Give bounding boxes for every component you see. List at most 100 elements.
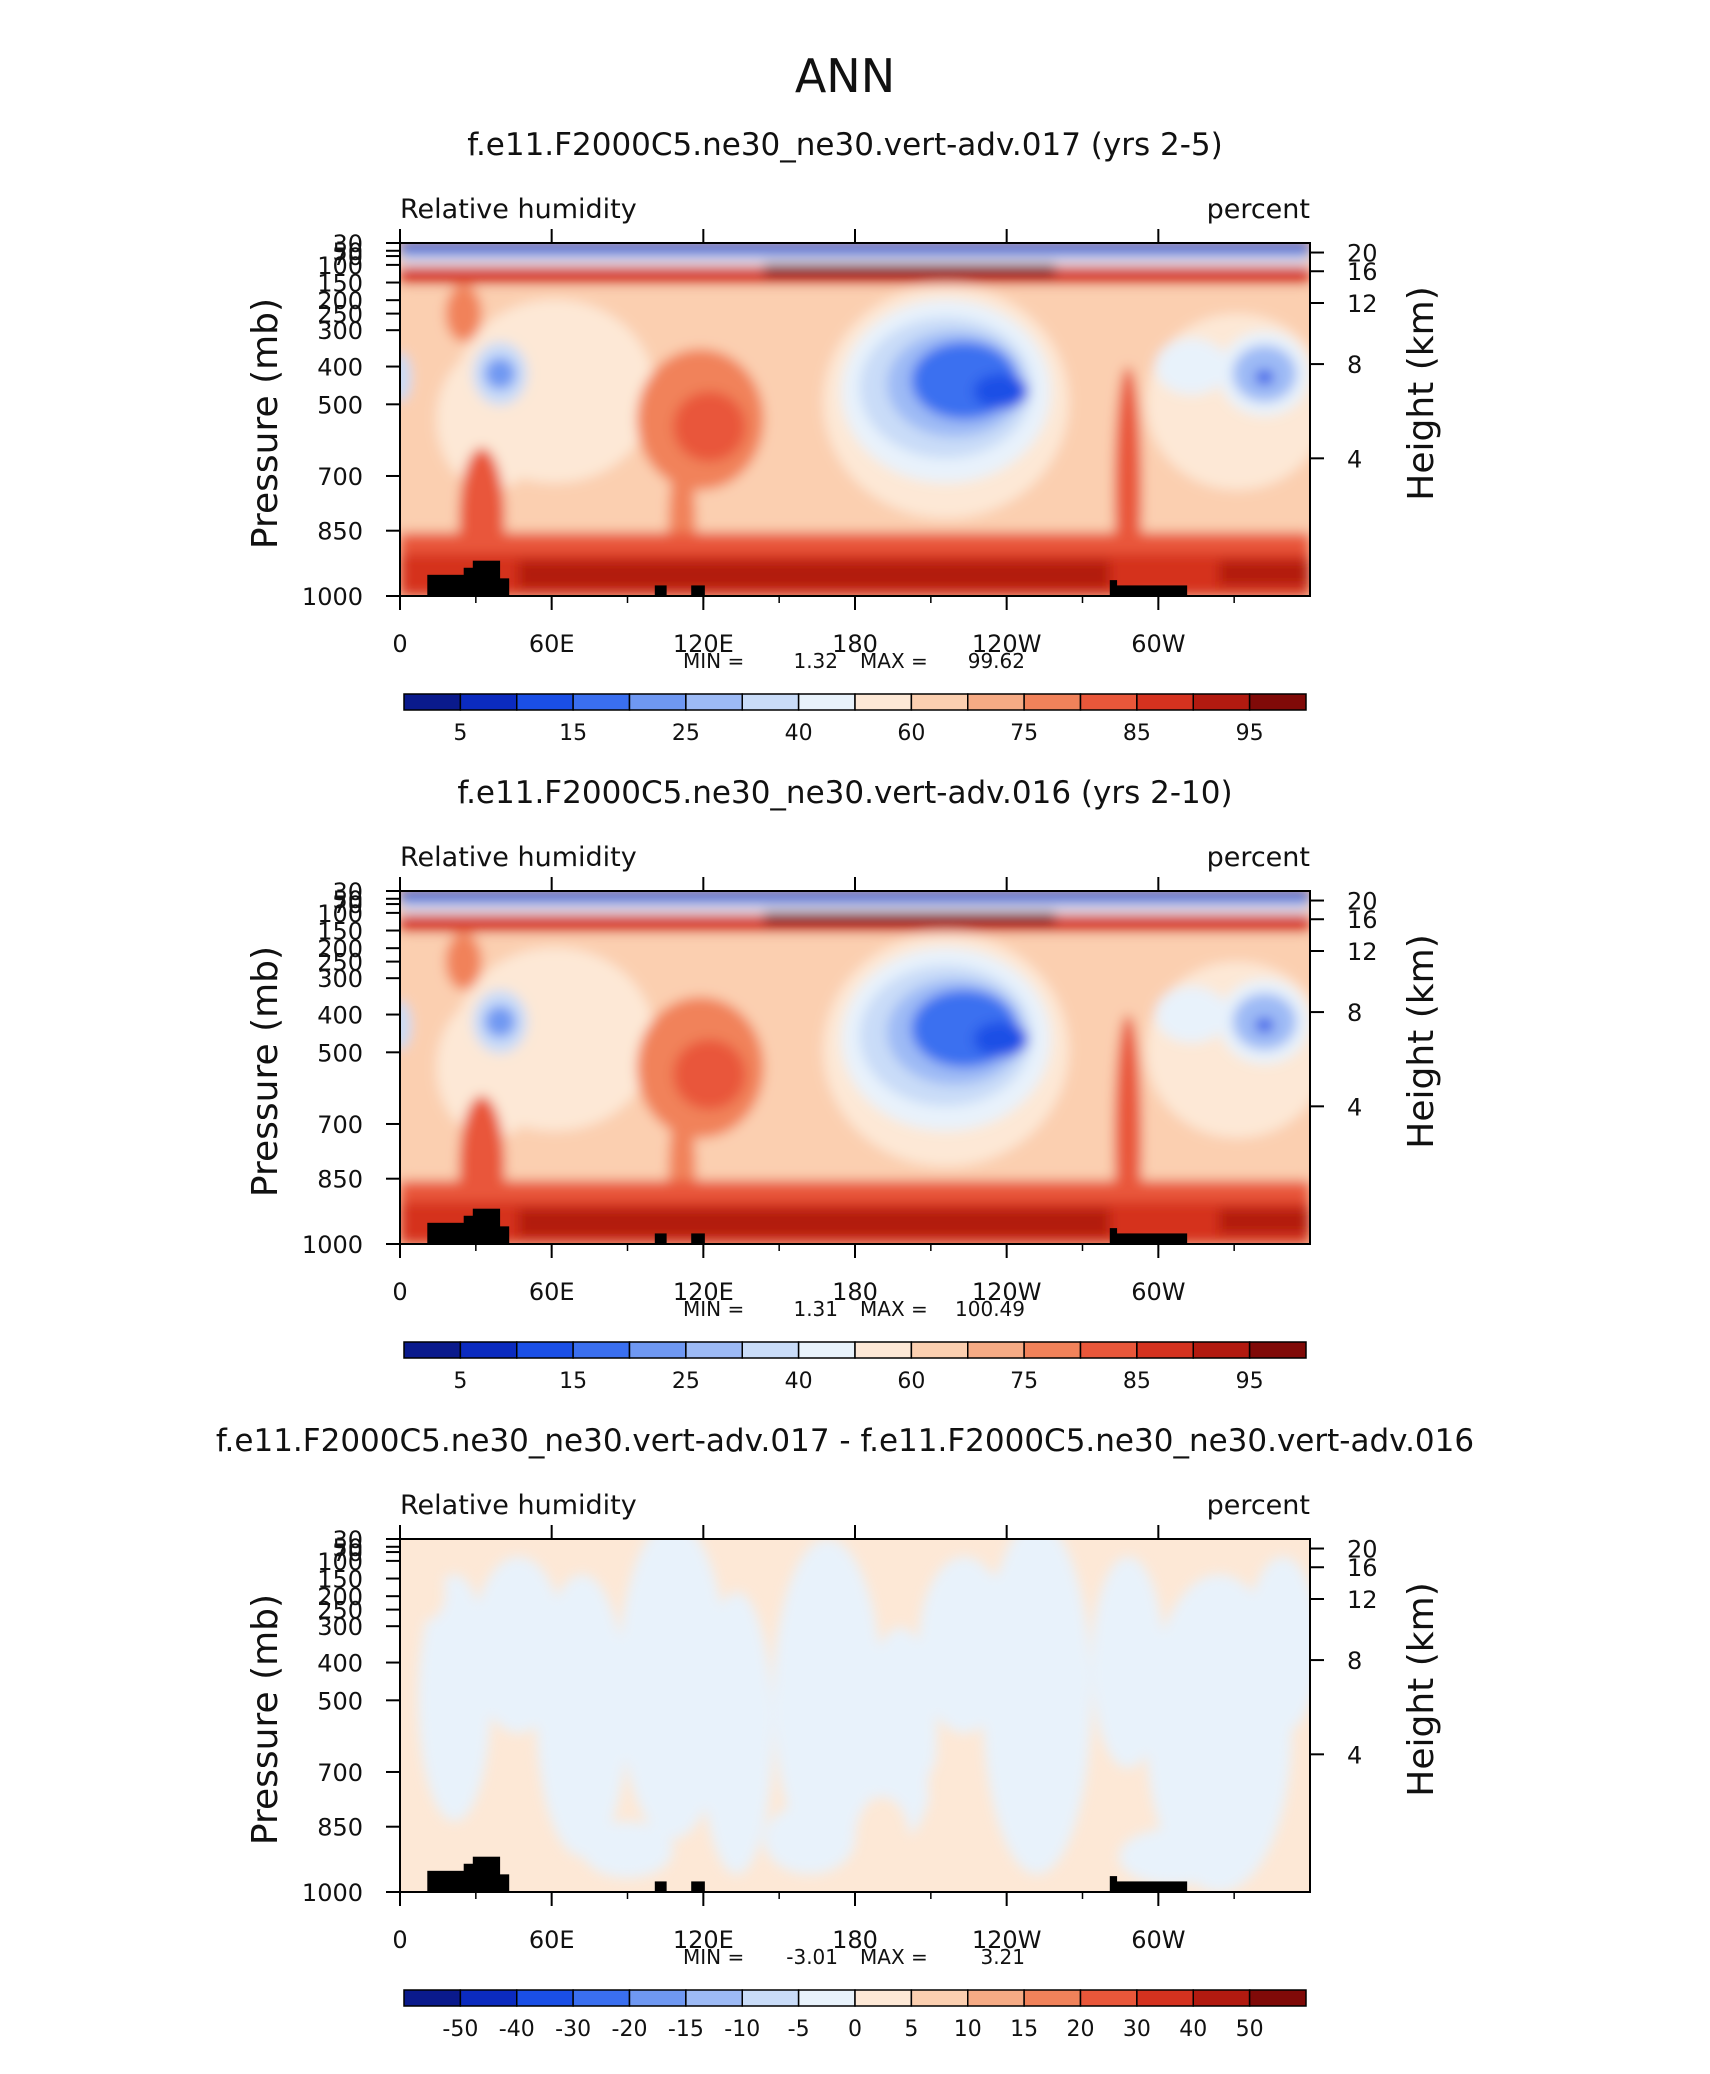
y2-tick-label: 16 bbox=[1347, 1554, 1378, 1582]
y2-tick-label: 20 bbox=[1347, 240, 1378, 268]
x-tick-label: 120W bbox=[972, 1278, 1042, 1306]
y-tick-label: 850 bbox=[317, 1814, 363, 1842]
colorbar-label: 25 bbox=[672, 1369, 700, 1394]
field-band bbox=[1219, 1208, 1310, 1234]
y-axis-title: Pressure (mb) bbox=[245, 1594, 286, 1845]
min-label: MIN = bbox=[683, 649, 744, 673]
colorbar-swatch bbox=[628, 1989, 687, 2007]
colorbar-swatch bbox=[910, 1341, 969, 1359]
colorbar-swatch bbox=[1192, 1341, 1251, 1359]
variable-label: Relative humidity bbox=[400, 842, 637, 873]
y-tick-label: 100 bbox=[317, 252, 363, 280]
y-tick-label: 400 bbox=[317, 354, 363, 382]
x-tick-label: 180 bbox=[832, 1926, 878, 1954]
colorbar-label: 60 bbox=[897, 721, 925, 746]
colorbar-swatch bbox=[1136, 1989, 1194, 2007]
colorbar-label: -5 bbox=[788, 2017, 810, 2042]
field-contour bbox=[700, 1591, 774, 1875]
field-contour bbox=[1091, 1556, 1165, 1769]
y2-tick-label: 12 bbox=[1347, 938, 1378, 966]
field-band bbox=[400, 243, 1310, 252]
y-tick-label: 1000 bbox=[302, 583, 363, 611]
y-tick-label: 30 bbox=[332, 230, 363, 258]
y-tick-label: 500 bbox=[317, 1687, 363, 1715]
colorbar-swatch bbox=[516, 1341, 574, 1359]
colorbar-swatch bbox=[967, 693, 1025, 711]
colorbar-label: 0 bbox=[848, 2017, 862, 2042]
topography bbox=[491, 1874, 510, 1892]
field-contour bbox=[484, 1005, 516, 1038]
colorbar-swatch bbox=[572, 1989, 631, 2007]
y-tick-label: 200 bbox=[317, 1583, 363, 1611]
x-tick-label: 120E bbox=[673, 630, 734, 658]
heatmap-field bbox=[400, 243, 1310, 596]
y2-axis-title: Height (km) bbox=[1401, 934, 1442, 1148]
field-contour bbox=[773, 1539, 883, 1857]
colorbar-label: -50 bbox=[442, 2017, 478, 2042]
y2-tick-label: 4 bbox=[1347, 1741, 1362, 1769]
field-contour bbox=[764, 1803, 855, 1875]
field-band bbox=[518, 1208, 1110, 1237]
units-label: percent bbox=[1207, 194, 1310, 225]
x-tick-label: 60W bbox=[1131, 1926, 1185, 1954]
field-contour bbox=[418, 1574, 491, 1822]
x-tick-label: 60W bbox=[1131, 1278, 1185, 1306]
colorbar-label: 75 bbox=[1010, 1369, 1038, 1394]
topography bbox=[654, 1881, 667, 1892]
colorbar-swatch bbox=[797, 1341, 856, 1359]
colorbar-swatch bbox=[1248, 1989, 1307, 2007]
field-band bbox=[400, 891, 1310, 900]
colorbar-swatch bbox=[1079, 1989, 1138, 2007]
colorbar-swatch bbox=[403, 693, 462, 711]
field-contours bbox=[400, 243, 1310, 596]
colorbar-label: -15 bbox=[668, 2017, 704, 2042]
x-tick-label: 60W bbox=[1131, 630, 1185, 658]
max-label: MAX = bbox=[860, 1297, 928, 1321]
field-contour bbox=[1118, 1828, 1229, 1885]
colorbar-label: 15 bbox=[1010, 2017, 1038, 2042]
colorbar-swatch bbox=[685, 693, 743, 711]
y2-tick-label: 8 bbox=[1347, 1647, 1362, 1675]
min-label: MIN = bbox=[683, 1945, 744, 1969]
colorbar-swatch bbox=[1023, 693, 1082, 711]
colorbar-swatch bbox=[797, 693, 856, 711]
heatmap-field bbox=[400, 1539, 1310, 1892]
min-label: MIN = bbox=[683, 1297, 744, 1321]
y-tick-label: 100 bbox=[317, 900, 363, 928]
y2-tick-label: 4 bbox=[1347, 445, 1362, 473]
colorbar-swatch bbox=[1248, 1341, 1307, 1359]
max-label: MAX = bbox=[860, 1945, 928, 1969]
y2-axis-title: Height (km) bbox=[1401, 1582, 1442, 1796]
y-tick-label: 300 bbox=[317, 1613, 363, 1641]
field-contour bbox=[618, 1539, 728, 1840]
colorbar-label: 50 bbox=[1236, 2017, 1264, 2042]
x-tick-label: 0 bbox=[392, 630, 407, 658]
topography bbox=[691, 585, 705, 596]
topography bbox=[1109, 1228, 1118, 1244]
colorbar-label: 40 bbox=[785, 1369, 813, 1394]
colorbar-swatch bbox=[1248, 693, 1307, 711]
y-tick-label: 500 bbox=[317, 391, 363, 419]
max-value: 3.21 bbox=[980, 1945, 1025, 1969]
colorbar-label: 95 bbox=[1236, 721, 1264, 746]
colorbar-label: 30 bbox=[1123, 2017, 1151, 2042]
y-tick-label: 250 bbox=[317, 949, 363, 977]
max-value: 100.49 bbox=[955, 1297, 1025, 1321]
min-value: 1.32 bbox=[793, 649, 838, 673]
colorbar-label: 85 bbox=[1123, 721, 1151, 746]
colorbar-swatch bbox=[685, 1341, 743, 1359]
panel-title: f.e11.F2000C5.ne30_ne30.vert-adv.017 - f… bbox=[216, 1423, 1474, 1459]
field-band bbox=[400, 906, 1310, 914]
field-contour bbox=[673, 391, 746, 462]
field-contour bbox=[484, 357, 516, 390]
colorbar-swatch bbox=[1079, 693, 1138, 711]
y2-tick-label: 20 bbox=[1347, 1536, 1378, 1564]
colorbar-label: 5 bbox=[904, 2017, 918, 2042]
colorbar-swatch bbox=[910, 1989, 969, 2007]
y-tick-label: 300 bbox=[317, 317, 363, 345]
units-label: percent bbox=[1207, 842, 1310, 873]
x-tick-label: 120E bbox=[673, 1278, 734, 1306]
units-label: percent bbox=[1207, 1490, 1310, 1521]
colorbar-swatch bbox=[854, 693, 913, 711]
topography bbox=[1109, 1876, 1118, 1892]
